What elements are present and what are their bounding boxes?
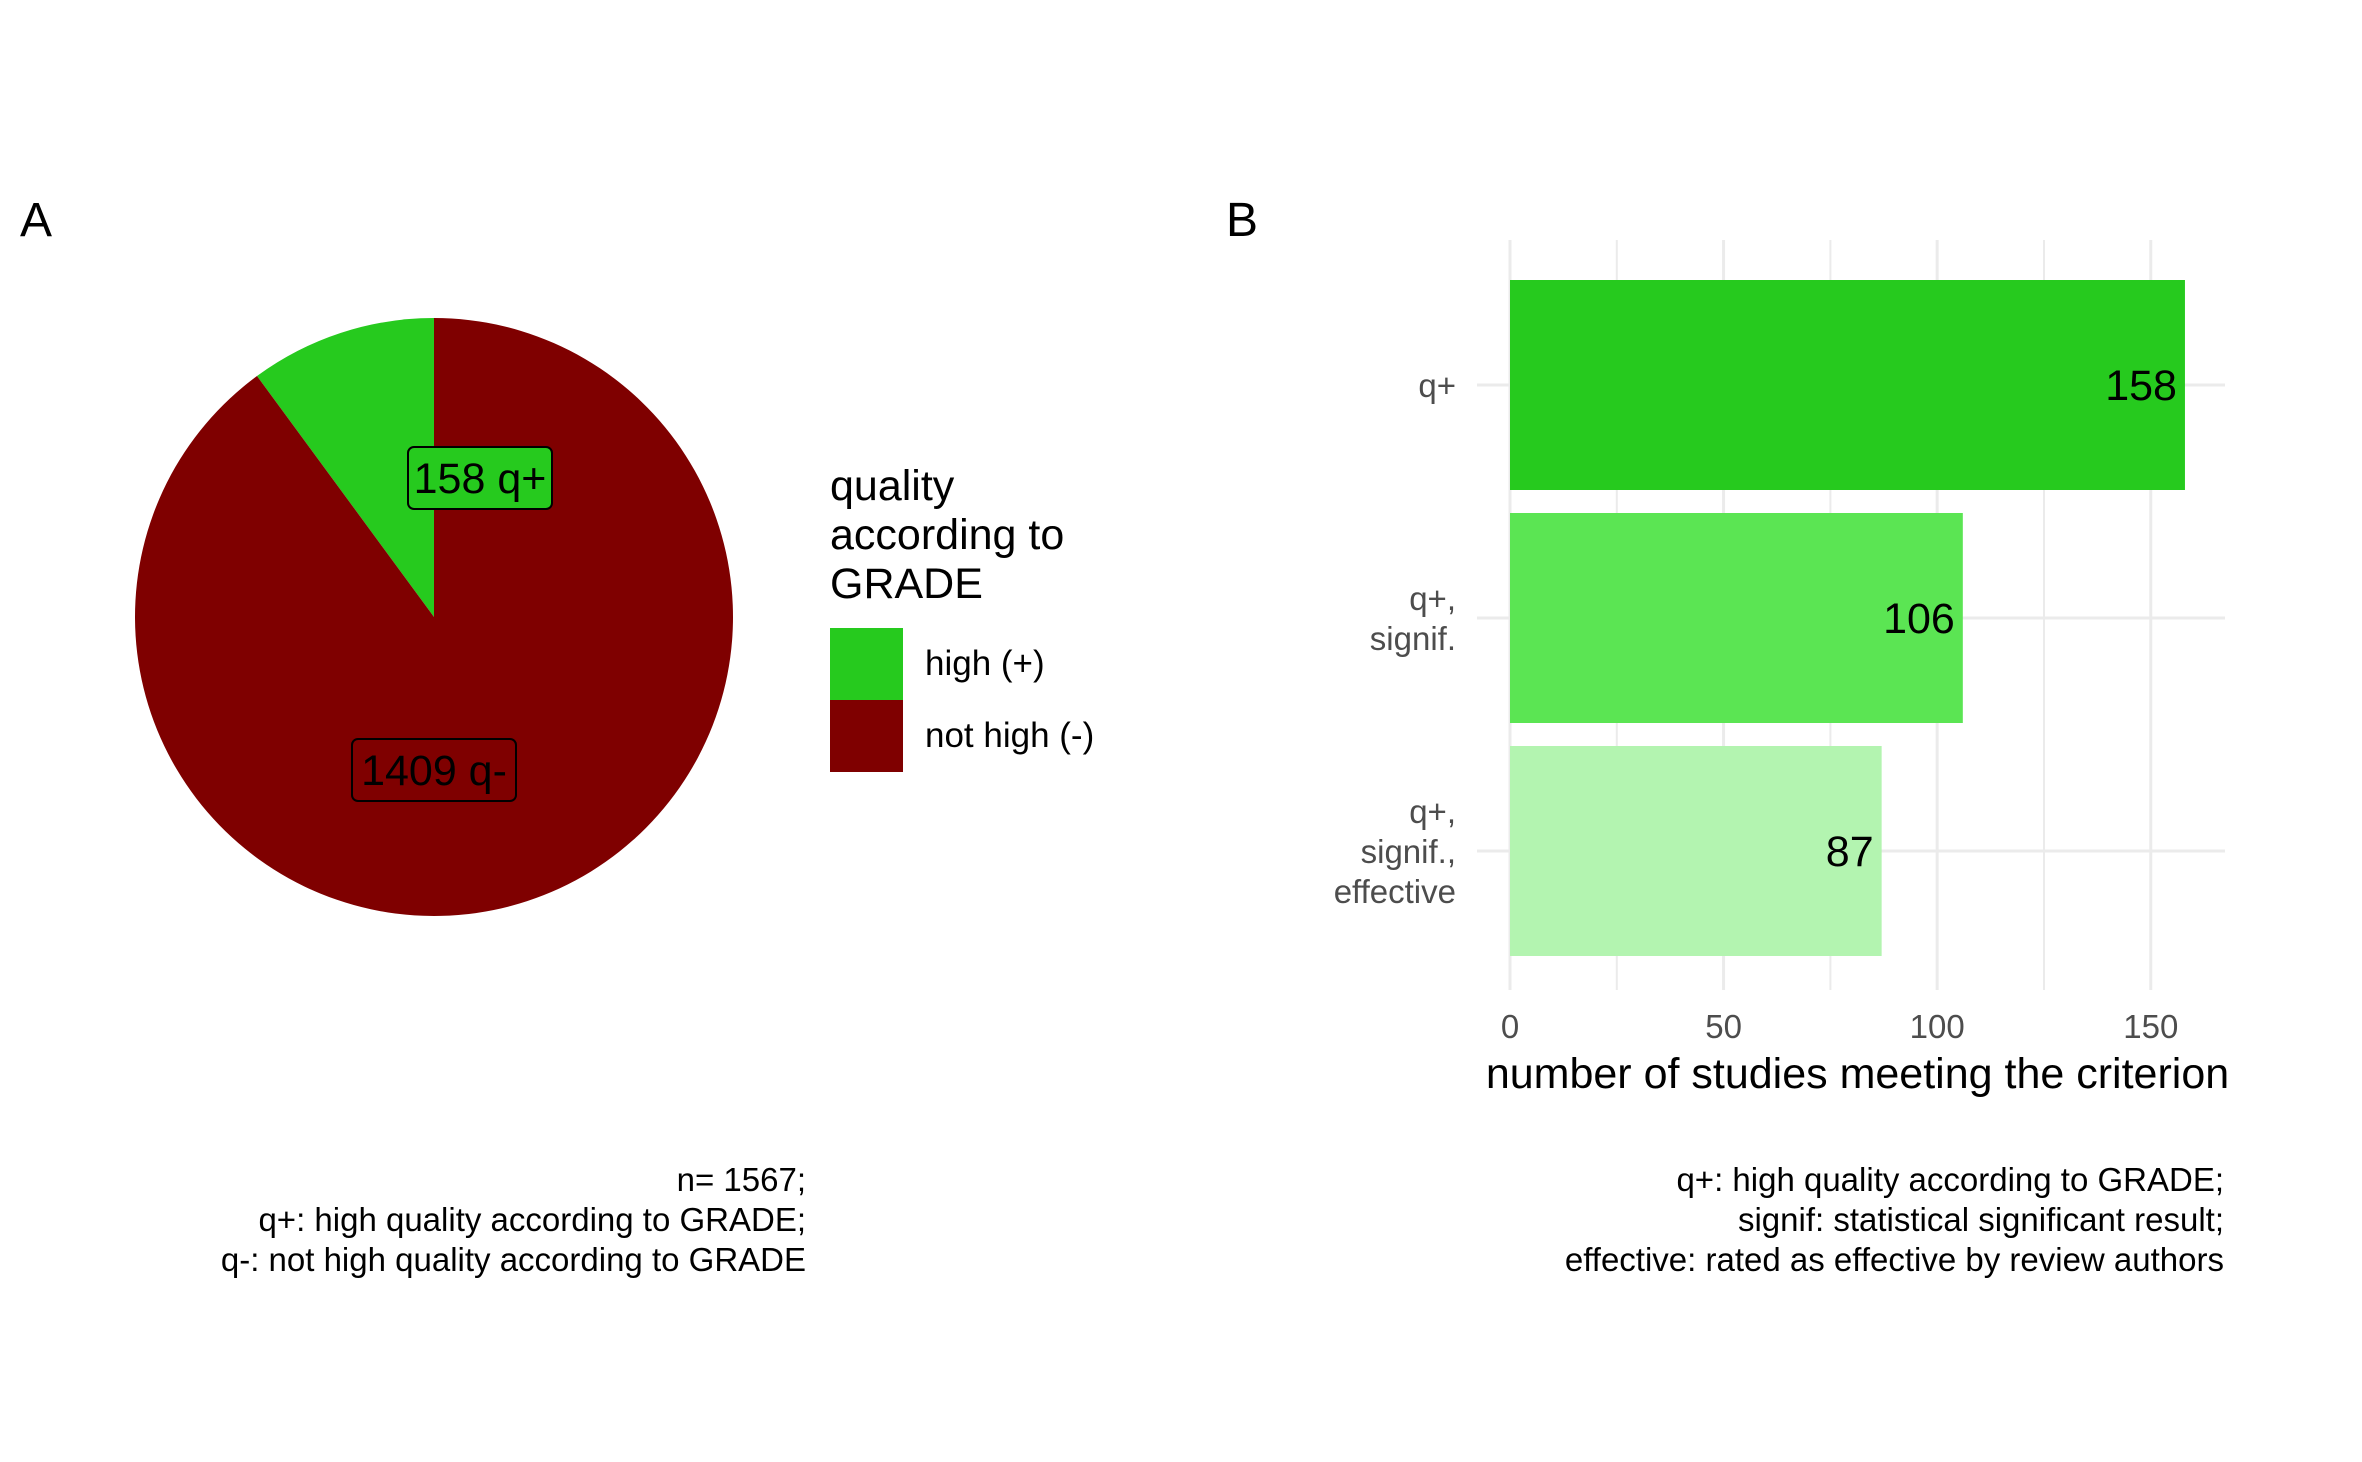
bar-2 [1510,746,1882,956]
legend-title-line: according to [830,511,1064,559]
bar-data-label-0: 158 [2105,362,2177,410]
x-tick-label-150: 150 [2123,1008,2178,1045]
legend-label-0: high (+) [925,644,1045,683]
legend-title-line: GRADE [830,560,983,608]
y-tick-label-line: signif., [1361,833,1456,870]
x-tick-label-0: 0 [1501,1008,1519,1045]
panel-b-caption: q+: high quality according to GRADE; sign… [1565,1161,2224,1278]
panel-a: A 158 q+ 1409 q- quality according to GRADE… [20,194,1094,1278]
legend-title-line: quality [830,462,955,510]
x-tick-label-100: 100 [1910,1008,1965,1045]
y-tick-label-0: q+ [1418,367,1456,404]
caption-line: q+: high quality according to GRADE; [1676,1161,2224,1198]
panel-a-tag: A [20,194,52,247]
bar-data-label-2: 87 [1826,828,1874,876]
caption-line: q-: not high quality according to GRADE [221,1241,806,1278]
caption-line: n= 1567; [677,1161,806,1198]
y-tick-label-line: q+ [1418,367,1456,404]
bar-0 [1510,280,2185,490]
x-tick-label-50: 50 [1705,1008,1742,1045]
y-tick-label-line: signif. [1370,620,1456,657]
y-tick-label-line: q+, [1409,580,1456,617]
pie-slice-1 [135,318,734,916]
legend-label-1: not high (-) [925,716,1094,755]
panel-b-tag: B [1226,194,1258,247]
pie-label-box-1 [351,738,517,802]
legend-key-0 [830,628,903,700]
bar-data-label-1: 106 [1883,595,1955,643]
bar-1 [1510,513,1963,723]
caption-line: effective: rated as effective by review … [1565,1241,2224,1278]
y-tick-label-1: q+, signif. [1370,580,1456,657]
panel-a-caption: n= 1567; q+: high quality according to GR… [221,1161,806,1278]
legend-key-1 [830,700,903,772]
pie-data-label-1: 1409 q- [361,747,507,795]
y-tick-label-line: effective [1334,873,1456,910]
y-tick-label-line: q+, [1409,793,1456,830]
pie-label-box-0 [407,446,553,510]
pie-data-label-0: 158 q+ [414,455,547,503]
legend-title: quality according to GRADE [830,462,1064,608]
caption-line: signif: statistical significant result; [1738,1201,2224,1238]
pie-legend: quality according to GRADE high (+) not high… [830,462,1094,772]
x-axis-title: number of studies meeting the criterion [1486,1050,2229,1098]
pie-chart: 158 q+ 1409 q- [135,318,734,916]
y-tick-label-2: q+, signif., effective [1334,793,1456,910]
caption-line: q+: high quality according to GRADE; [258,1201,806,1238]
pie-slice-0 [256,318,434,617]
